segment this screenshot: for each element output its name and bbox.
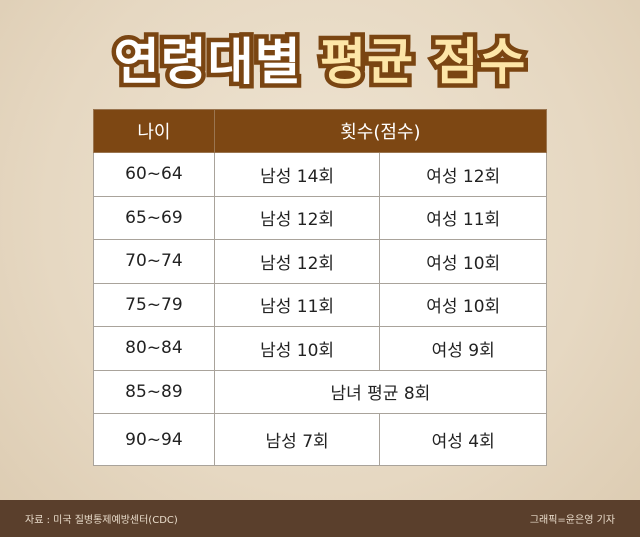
header-age: 나이 xyxy=(93,109,215,153)
footer: 자료 : 미국 질병통제예방센터(CDC) 그래픽=윤은영 기자 xyxy=(0,500,640,537)
title-part2: 평균 점수 xyxy=(315,29,529,96)
male-cell: 남성 12회 xyxy=(213,239,381,284)
male-cell: 남성 10회 xyxy=(213,326,381,371)
female-cell: 여성 10회 xyxy=(379,239,547,284)
table-header: 나이 횟수(점수) xyxy=(93,109,548,153)
combined-cell: 남녀 평균 8회 xyxy=(213,369,548,414)
page-title: 연령대별 평균 점수 xyxy=(0,22,640,96)
male-cell: 남성 14회 xyxy=(213,152,381,197)
age-cell: 75~79 xyxy=(93,282,215,327)
male-cell: 남성 7회 xyxy=(213,413,381,466)
table-row: 65~69 남성 12회 여성 11회 xyxy=(93,195,547,240)
age-cell: 90~94 xyxy=(93,413,215,466)
table-row: 85~89 남녀 평균 8회 xyxy=(93,369,548,414)
female-cell: 여성 12회 xyxy=(379,152,547,197)
female-cell: 여성 10회 xyxy=(379,282,547,327)
title-part1: 연령대별 xyxy=(109,29,305,96)
score-table: 나이 횟수(점수) 60~64 남성 14회 여성 12회 65~69 남성 12회 여성… xyxy=(93,109,548,466)
male-cell: 남성 11회 xyxy=(213,282,381,327)
table-row: 70~74 남성 12회 여성 10회 xyxy=(93,239,547,284)
age-cell: 65~69 xyxy=(93,195,215,240)
credit-text: 그래픽=윤은영 기자 xyxy=(529,515,615,526)
male-cell: 남성 12회 xyxy=(213,195,381,240)
source-text: 자료 : 미국 질병통제예방센터(CDC) xyxy=(25,515,178,526)
female-cell: 여성 11회 xyxy=(379,195,547,240)
age-cell: 85~89 xyxy=(93,369,215,414)
age-cell: 80~84 xyxy=(93,326,215,371)
table-row: 60~64 남성 14회 여성 12회 xyxy=(93,152,547,197)
table-row: 75~79 남성 11회 여성 10회 xyxy=(93,282,547,327)
age-cell: 60~64 xyxy=(93,152,215,197)
header-score: 횟수(점수) xyxy=(213,109,548,153)
table-row: 90~94 남성 7회 여성 4회 xyxy=(93,413,547,466)
female-cell: 여성 9회 xyxy=(379,326,547,371)
age-cell: 70~74 xyxy=(93,239,215,284)
female-cell: 여성 4회 xyxy=(379,413,547,466)
table-row: 80~84 남성 10회 여성 9회 xyxy=(93,326,547,371)
